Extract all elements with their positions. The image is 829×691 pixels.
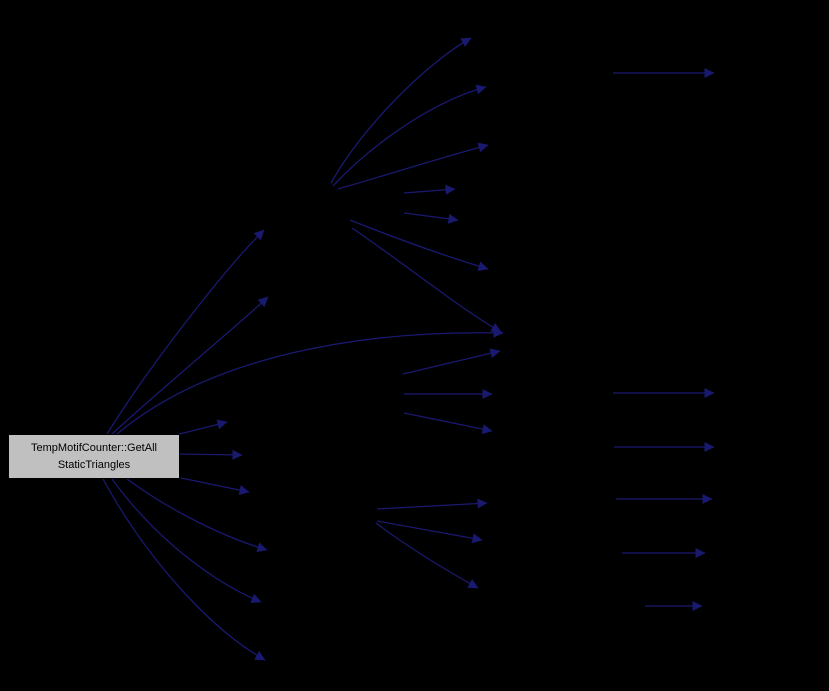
edge-low-fan-1	[376, 498, 488, 510]
caller-node-box[interactable]: TempMotifCounter::GetAll StaticTriangles	[8, 434, 180, 479]
edge-low-fan-2	[376, 520, 483, 544]
edge-box-to-upper-node-1	[106, 229, 265, 435]
edge-box-to-lower-node-3	[102, 478, 266, 661]
edge-box-to-near-node-2	[179, 449, 243, 460]
edge-hub-fan-2	[332, 84, 487, 187]
edge-mid-fan-1	[402, 348, 501, 375]
edge-hub-fan-6	[349, 219, 489, 272]
edge-box-to-lower-node-2	[111, 478, 262, 603]
edge-hub-fan-5	[403, 212, 459, 224]
edge-low-fan-3	[375, 522, 479, 589]
caller-node-label-line1: TempMotifCounter::GetAll	[31, 442, 157, 454]
edge-hub-fan-4	[403, 184, 456, 195]
edge-box-to-merge-long	[116, 327, 504, 435]
caller-node-label-line2: StaticTriangles	[57, 458, 131, 471]
edge-box-to-upper-node-2	[111, 296, 269, 435]
edge-box-to-lower-node-1	[126, 478, 268, 553]
edge-hub-fan-3	[337, 142, 489, 190]
edge-hub-fan-1	[330, 37, 472, 184]
edge-mid-fan-3	[403, 412, 493, 434]
edge-hub-to-merge	[351, 227, 502, 333]
edge-box-to-near-node-1	[175, 419, 228, 436]
edge-box-to-near-node-3	[180, 477, 250, 495]
